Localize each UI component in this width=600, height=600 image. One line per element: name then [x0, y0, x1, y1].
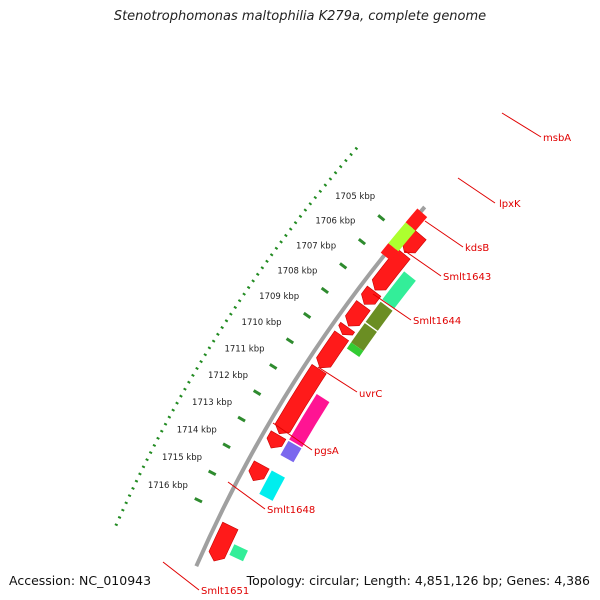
gene-segment-smlt1651 — [229, 544, 248, 562]
gene-segment-lpxk — [365, 301, 393, 331]
scale-tick-label: 1715 kbp — [162, 453, 202, 463]
gene-label-smlt1651: Smlt1651 — [201, 586, 249, 597]
scale-tick — [252, 389, 262, 396]
leader-line — [501, 112, 542, 138]
feature-arrow — [266, 430, 287, 449]
label-leaders — [162, 112, 542, 591]
outer-feature — [405, 208, 428, 231]
gene-segment-smlt1643 — [346, 342, 364, 357]
scale-tick-label: 1712 kbp — [208, 371, 248, 381]
scale-tick — [339, 262, 348, 270]
feature-arrow — [338, 321, 356, 336]
feature-arrow — [316, 330, 350, 369]
feature-arrow — [361, 285, 382, 305]
feature-arrow — [371, 247, 411, 291]
accession-text: Accession: NC_010943 — [9, 573, 152, 588]
scale-tick — [237, 415, 246, 423]
leader-line — [272, 422, 313, 451]
scale-tick — [269, 363, 278, 370]
gene-label-smlt1643: Smlt1643 — [443, 272, 491, 283]
scale-ticks: 1705 kbp 1706 kbp 1707 kbp 1708 kbp 1709 kbp… — [148, 192, 386, 504]
feature-arrow — [274, 364, 327, 435]
leader-line — [372, 293, 412, 321]
leader-line — [457, 177, 496, 204]
scale-tick-label: 1706 kbp — [315, 216, 355, 226]
outer-feature — [388, 222, 416, 252]
scale-tick — [377, 214, 386, 222]
leader-line — [317, 366, 358, 393]
map-title: Stenotrophomonas maltophilia K279a, comp… — [113, 9, 487, 24]
gene-segment-uvrc — [289, 394, 330, 448]
gene-label-smlt1644: Smlt1644 — [413, 316, 461, 327]
leader-line — [227, 481, 266, 510]
scale-tick — [222, 442, 231, 450]
gene-segment-kdsb — [351, 323, 377, 351]
scale-tick — [357, 237, 367, 246]
gene-tracks — [208, 208, 428, 562]
gene-label-kdsb: kdsB — [465, 243, 489, 254]
gene-label-lpxk: lpxK — [499, 199, 521, 210]
scale-tick — [320, 286, 329, 295]
leader-line — [404, 250, 442, 277]
scale-tick-label: 1705 kbp — [335, 192, 375, 202]
scale-tick — [302, 311, 312, 319]
scale-tick-label: 1709 kbp — [259, 292, 299, 302]
gene-segment-pgsa — [280, 440, 302, 463]
scale-tick-label: 1716 kbp — [148, 481, 188, 491]
gene-label-smlt1648: Smlt1648 — [267, 505, 315, 516]
gene-label-msba: msbA — [543, 133, 571, 144]
outer-feature — [380, 243, 399, 261]
gene-label-pgsa: pgsA — [314, 446, 339, 457]
scale-tick-label: 1708 kbp — [277, 266, 317, 276]
leader-line — [424, 220, 464, 248]
feature-arrow — [208, 521, 239, 562]
scale-tick — [207, 469, 217, 477]
gene-segment-smlt1648 — [259, 470, 285, 501]
scale-tick-label: 1707 kbp — [296, 241, 336, 251]
genome-summary: Topology: circular; Length: 4,851,126 bp… — [246, 573, 590, 588]
gene-segment-msba — [382, 271, 416, 309]
scale-tick-label: 1710 kbp — [242, 318, 282, 328]
scale-tick-label: 1714 kbp — [177, 425, 217, 435]
feature-arrow — [345, 300, 371, 327]
gene-label-uvrc: uvrC — [359, 389, 382, 400]
gene-labels: msbA lpxK kdsB Smlt1643 Smlt1644 uvrC pgsA Smlt… — [201, 133, 571, 597]
scale-tick — [285, 337, 295, 345]
scale-tick — [194, 497, 203, 504]
scale-tick-label: 1713 kbp — [192, 398, 232, 408]
leader-line — [162, 561, 200, 591]
feature-arrow — [248, 460, 270, 482]
scale-tick-label: 1711 kbp — [224, 344, 264, 354]
